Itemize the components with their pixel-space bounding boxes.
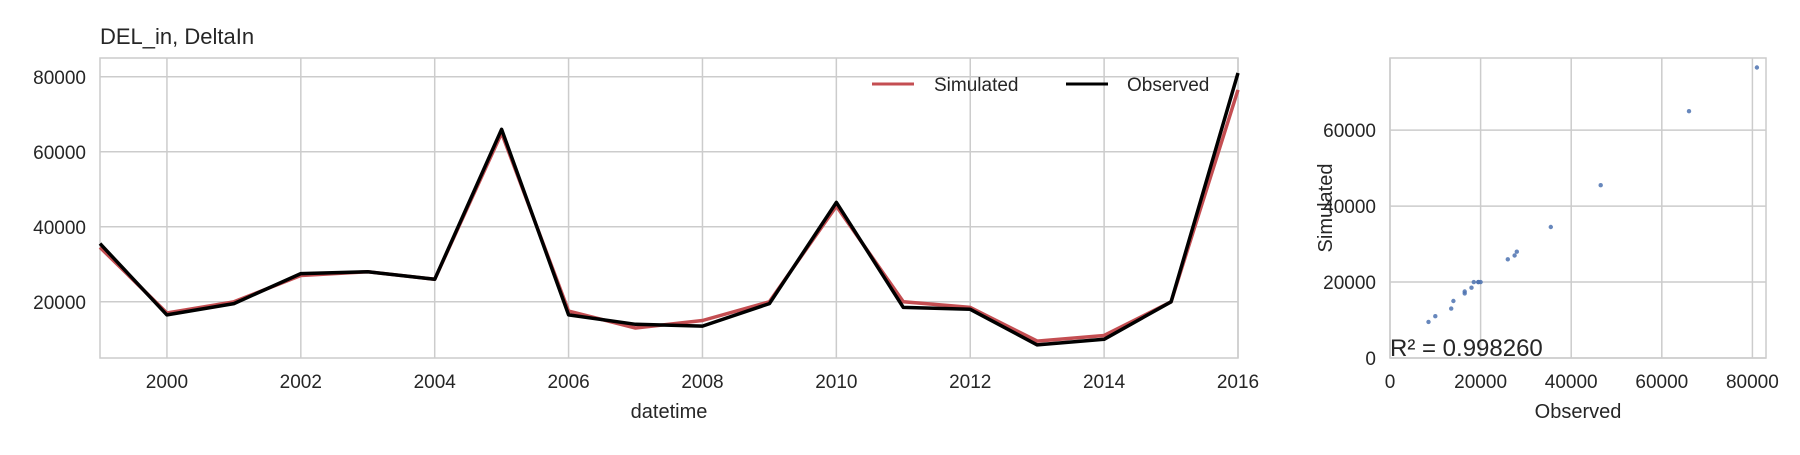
- scatter-chart: 0 20000 40000 60000 0 20000 40000 60000 80000 O…: [1315, 57, 1779, 423]
- line-chart-y-ticks: 20000 40000 60000 80000: [33, 68, 86, 314]
- x-tick-label: 2016: [1217, 372, 1259, 393]
- y-tick-label: 80000: [33, 68, 86, 89]
- x-tick-label: 2008: [681, 372, 723, 393]
- scatter-point: [1598, 183, 1603, 188]
- scatter-chart-x-ticks: 0 20000 40000 60000 80000: [1385, 372, 1779, 393]
- scatter-point: [1505, 257, 1511, 262]
- scatter-y-tick-label: 60000: [1323, 121, 1376, 142]
- scatter-point: [1433, 314, 1438, 319]
- scatter-y-tick-label: 0: [1365, 349, 1376, 370]
- x-tick-label: 2002: [280, 372, 322, 393]
- line-chart-x-ticks: 2000 2002 2004 2006 2008 2010 2012 2014 2016: [146, 372, 1259, 393]
- scatter-point: [1469, 285, 1474, 290]
- y-tick-label: 40000: [33, 218, 86, 239]
- scatter-point: [1514, 249, 1520, 254]
- line-chart-frame: [99, 57, 1239, 359]
- x-tick-label: 2012: [949, 372, 991, 393]
- scatter-chart-y-ticks: 0 20000 40000 60000: [1323, 121, 1376, 370]
- x-tick-label: 2010: [815, 372, 857, 393]
- y-tick-label: 60000: [33, 143, 86, 164]
- scatter-chart-grid: [1389, 58, 1766, 359]
- scatter-x-tick-label: 80000: [1726, 372, 1779, 393]
- scatter-x-tick-label: 20000: [1454, 372, 1507, 393]
- y-tick-label: 20000: [33, 293, 86, 314]
- scatter-point: [1686, 109, 1692, 114]
- x-tick-label: 2014: [1083, 372, 1126, 393]
- scatter-point: [1426, 319, 1431, 325]
- scatter-point: [1462, 289, 1467, 294]
- scatter-point: [1449, 306, 1454, 311]
- scatter-point: [1754, 65, 1760, 70]
- line-chart-grid: [100, 58, 1239, 358]
- scatter-x-tick-label: 0: [1385, 372, 1396, 393]
- scatter-point: [1471, 279, 1477, 285]
- x-tick-label: 2006: [547, 372, 589, 393]
- line-chart-title: DEL_in, DeltaIn: [100, 24, 254, 49]
- scatter-y-tick-label: 20000: [1323, 273, 1376, 294]
- scatter-chart-x-axis-label: Observed: [1535, 401, 1622, 423]
- series-line-observed: [98, 72, 1240, 347]
- r-squared-annotation: R² = 0.998260: [1390, 335, 1543, 362]
- legend-observed-label: Observed: [1127, 75, 1209, 96]
- x-tick-label: 2004: [414, 372, 457, 393]
- scatter-y-tick-label: 40000: [1323, 197, 1376, 218]
- line-chart-series: [98, 72, 1240, 347]
- scatter-chart-y-axis-label: Simulated: [1315, 164, 1337, 253]
- scatter-point: [1548, 224, 1554, 230]
- scatter-x-tick-label: 40000: [1545, 372, 1598, 393]
- scatter-chart-frame: [1389, 57, 1767, 359]
- scatter-point: [1512, 253, 1517, 258]
- legend-simulated-label: Simulated: [934, 75, 1019, 96]
- scatter-point: [1451, 298, 1456, 304]
- scatter-point: [1478, 279, 1483, 285]
- scatter-x-tick-label: 60000: [1635, 372, 1688, 393]
- line-chart-x-axis-label: datetime: [631, 401, 708, 423]
- scatter-chart-points: [1426, 65, 1760, 325]
- x-tick-label: 2000: [146, 372, 188, 393]
- line-chart-legend: Simulated Observed: [872, 75, 1209, 96]
